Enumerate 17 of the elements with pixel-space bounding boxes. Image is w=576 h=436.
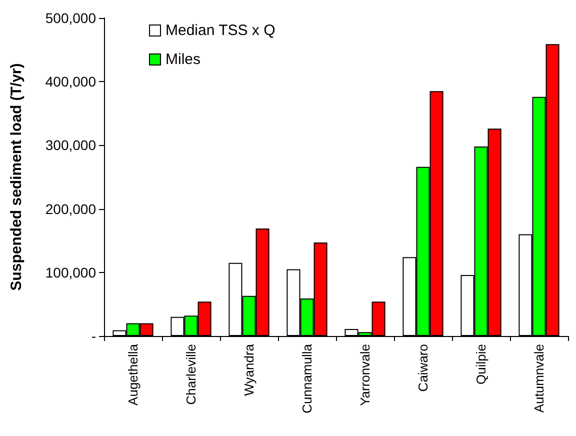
y-tick-label: 400,000 [45,74,96,90]
x-tick-label: Cunnamulla [300,343,314,414]
legend-label: Miles [166,51,201,68]
x-tick-label: Quilpie [474,344,488,384]
y-axis-title: Suspended sediment load (T/yr) [8,63,25,291]
x-tick-label: Autumnvale [532,344,546,413]
y-tick-label: 100,000 [45,264,96,280]
y-tick-label: 300,000 [45,137,96,154]
y-tick-label: 500,000 [45,10,96,26]
x-tick-label: Wyandra [242,343,256,396]
x-tick-label: Caiwaro [416,344,430,392]
legend-label: Median TSS x Q [166,22,276,39]
x-tick-label: Charleville [184,344,198,405]
y-tick-label: 200,000 [45,200,96,217]
y-tick-label: - [91,328,96,344]
x-tick-label: Yarronvale [358,344,372,406]
x-tick-label: Augethella [126,343,140,406]
